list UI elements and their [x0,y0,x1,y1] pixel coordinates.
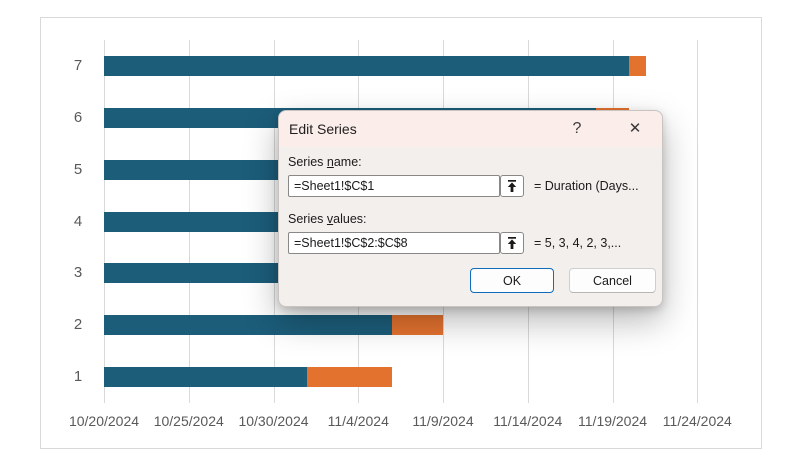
collapse-dialog-up-arrow-icon [507,237,517,249]
dialog-title: Edit Series [289,121,357,137]
x-axis-tick-label: 11/9/2024 [412,413,474,429]
series-values-input[interactable] [288,232,500,254]
x-axis-tick-label: 11/19/2024 [578,413,648,429]
x-axis-tick-label: 11/24/2024 [662,413,732,429]
series-name-range-selector-button[interactable] [500,175,524,197]
y-axis-category-label: 3 [73,264,83,282]
ok-button[interactable]: OK [470,268,554,293]
y-axis-category-label: 2 [73,316,83,334]
bar-duration-segment[interactable] [392,315,444,336]
x-axis-tick-label: 11/14/2024 [493,413,563,429]
x-axis-tick-label: 10/30/2024 [238,413,309,429]
help-icon[interactable]: ? [572,120,582,137]
y-axis-category-label: 7 [73,56,83,74]
series-values-preview: = 5, 3, 4, 2, 3,... [534,236,622,250]
series-name-input[interactable] [288,175,500,197]
edit-series-dialog: Edit Series ? ✕ Series name: = Duration … [278,110,663,307]
bar-duration-segment[interactable] [629,55,647,76]
x-axis-tick-label: 11/4/2024 [327,413,389,429]
close-icon[interactable]: ✕ [628,120,642,137]
series-name-preview: = Duration (Days... [534,179,639,193]
bar-start-segment[interactable] [104,367,308,388]
series-values-range-selector-button[interactable] [500,232,524,254]
x-axis-tick-label: 10/20/2024 [68,413,140,429]
collapse-dialog-up-arrow-icon [507,180,517,192]
y-axis-category-label: 4 [73,212,83,230]
x-axis-tick-label: 10/25/2024 [153,413,224,429]
y-axis-category-label: 1 [73,368,83,386]
series-name-label: Series name: [288,155,362,169]
y-axis-category-label: 5 [73,160,83,178]
gridline [697,40,699,403]
bar-start-segment[interactable] [104,55,630,76]
bar-duration-segment[interactable] [307,367,393,388]
cancel-button[interactable]: Cancel [569,268,656,293]
dialog-titlebar[interactable]: Edit Series ? ✕ [279,111,662,147]
series-values-label: Series values: [288,212,367,226]
bar-start-segment[interactable] [104,315,393,336]
y-axis-category-label: 6 [73,108,83,126]
